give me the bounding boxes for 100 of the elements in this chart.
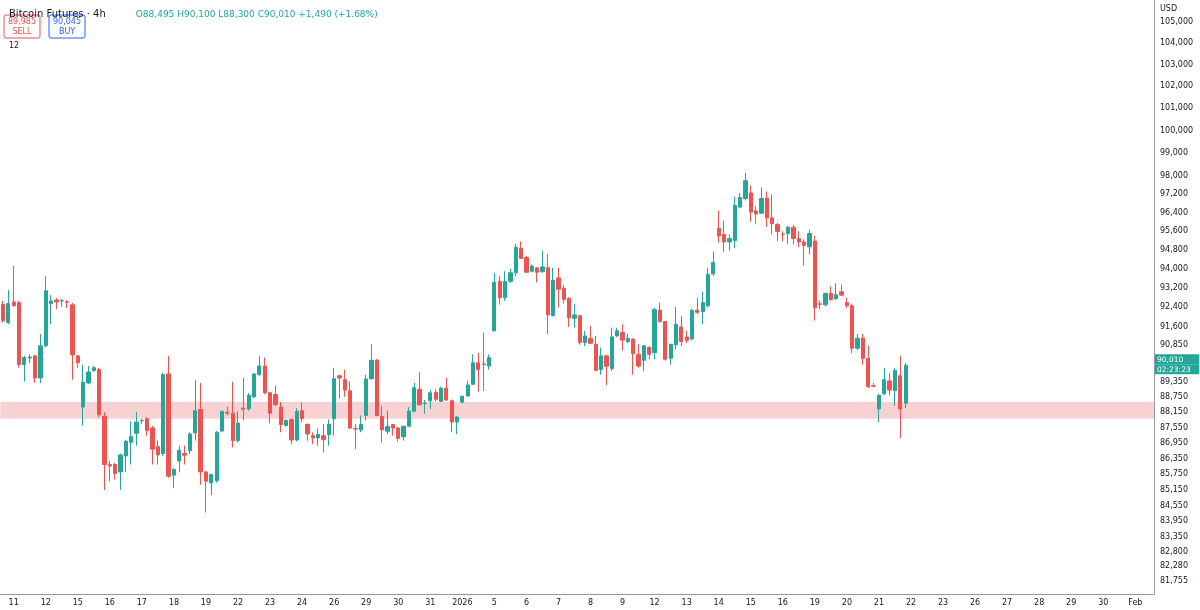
candlestick bbox=[604, 354, 609, 386]
candlestick bbox=[450, 399, 454, 433]
y-tick-label: 83,950 bbox=[1160, 516, 1188, 526]
candlestick bbox=[417, 371, 422, 406]
x-tick-label: 21 bbox=[873, 597, 885, 607]
y-axis-title: USD bbox=[1160, 3, 1178, 13]
y-tick-label: 105,000 bbox=[1160, 16, 1194, 26]
candlestick bbox=[498, 275, 502, 306]
candlestick bbox=[385, 409, 390, 435]
candlestick bbox=[583, 330, 587, 347]
candlestick bbox=[439, 386, 443, 403]
x-tick-label: 31 bbox=[425, 597, 436, 607]
candlestick bbox=[626, 333, 630, 344]
candlestick bbox=[578, 314, 582, 346]
x-tick-label: 16 bbox=[777, 597, 788, 607]
candlestick bbox=[690, 308, 694, 341]
x-tick-label: 11 bbox=[8, 597, 19, 607]
x-tick-label: 12 bbox=[40, 597, 51, 607]
y-tick-label: 85,750 bbox=[1160, 469, 1188, 479]
y-tick-label: 99,000 bbox=[1160, 148, 1188, 158]
candlestick bbox=[284, 419, 288, 427]
x-tick-label: 20 bbox=[841, 597, 852, 607]
candlestick bbox=[241, 377, 245, 421]
y-tick-label: 86,350 bbox=[1160, 453, 1188, 463]
y-tick-label: 93,200 bbox=[1160, 282, 1188, 292]
candlestick bbox=[92, 365, 96, 373]
candlestick bbox=[887, 372, 892, 396]
candlestick bbox=[22, 355, 26, 382]
y-tick-label: 104,000 bbox=[1160, 38, 1194, 48]
x-tick-label: 12 bbox=[649, 597, 660, 607]
candlestick bbox=[823, 292, 828, 308]
candlestick bbox=[487, 353, 491, 370]
candlestick bbox=[904, 362, 908, 409]
candlestick bbox=[279, 401, 283, 433]
candlestick bbox=[877, 393, 881, 423]
annotation: BUY bbox=[58, 26, 76, 36]
candlestick bbox=[594, 335, 598, 372]
candlestick bbox=[220, 410, 224, 433]
annotation: 12 bbox=[8, 40, 20, 50]
candlestick bbox=[209, 473, 213, 496]
y-tick-label: 88,750 bbox=[1160, 392, 1188, 402]
y-tick-label: 85,150 bbox=[1160, 484, 1188, 494]
candlestick bbox=[316, 427, 320, 447]
candlestick bbox=[444, 377, 448, 402]
candlestick bbox=[28, 353, 32, 364]
candlestick bbox=[140, 418, 144, 425]
candlestick bbox=[551, 267, 555, 317]
x-tick-label: 7 bbox=[555, 597, 562, 607]
candlestick bbox=[898, 355, 902, 439]
x-tick-label: 29 bbox=[361, 597, 372, 607]
candlestick bbox=[588, 325, 593, 345]
x-tick-label: 16 bbox=[104, 597, 115, 607]
x-tick-label: 15 bbox=[745, 597, 756, 607]
y-tick-label: 83,350 bbox=[1160, 532, 1188, 542]
candlestick bbox=[530, 263, 534, 273]
candlestick bbox=[839, 284, 844, 297]
candlestick bbox=[482, 332, 486, 392]
candlestick bbox=[236, 410, 240, 444]
candlestick bbox=[380, 405, 384, 443]
candlestick bbox=[6, 289, 10, 325]
y-tick-label: 84,550 bbox=[1160, 500, 1188, 510]
x-tick-label: 23 bbox=[937, 597, 949, 607]
x-tick-label: 22 bbox=[905, 597, 917, 607]
y-tick-label: 89,350 bbox=[1160, 377, 1188, 387]
candlestick bbox=[647, 345, 651, 360]
candlestick bbox=[781, 230, 785, 242]
candlestick bbox=[829, 286, 833, 302]
candlestick bbox=[882, 367, 886, 396]
y-tick-label: 97,200 bbox=[1160, 189, 1188, 199]
candlestick bbox=[300, 401, 304, 423]
candlestick bbox=[337, 374, 342, 400]
candlestick bbox=[652, 307, 657, 360]
candlestick bbox=[166, 355, 171, 479]
x-tick-label: 15 bbox=[72, 597, 83, 607]
candlestick bbox=[631, 337, 635, 376]
candlestick bbox=[460, 395, 464, 405]
text: Bitcoin Futures · 4h bbox=[9, 7, 106, 19]
candlestick bbox=[786, 225, 790, 245]
x-tick-label: 27 bbox=[1002, 597, 1013, 607]
candlestick bbox=[620, 323, 625, 351]
candlestick bbox=[54, 297, 59, 310]
candlestick bbox=[599, 346, 603, 376]
x-tick-label: 29 bbox=[1066, 597, 1077, 607]
y-tick-label: 90,850 bbox=[1160, 340, 1188, 350]
y-tick-label: 103,000 bbox=[1160, 59, 1194, 69]
x-tick-label: 13 bbox=[681, 597, 692, 607]
x-tick-label: 24 bbox=[297, 597, 308, 607]
candlestick bbox=[321, 423, 326, 454]
candlestick bbox=[455, 415, 459, 435]
candlestick bbox=[311, 431, 315, 445]
candlestick bbox=[679, 315, 683, 347]
x-tick-label: 19 bbox=[200, 597, 212, 607]
y-tick-label: 86,950 bbox=[1160, 438, 1188, 448]
candlestick bbox=[134, 411, 139, 447]
candlestick bbox=[834, 282, 838, 301]
x-tick-label: 5 bbox=[491, 597, 497, 607]
x-tick-label: 6 bbox=[523, 597, 529, 607]
candlestick bbox=[685, 330, 689, 344]
candlestick bbox=[177, 445, 181, 473]
candlestick bbox=[97, 367, 101, 418]
